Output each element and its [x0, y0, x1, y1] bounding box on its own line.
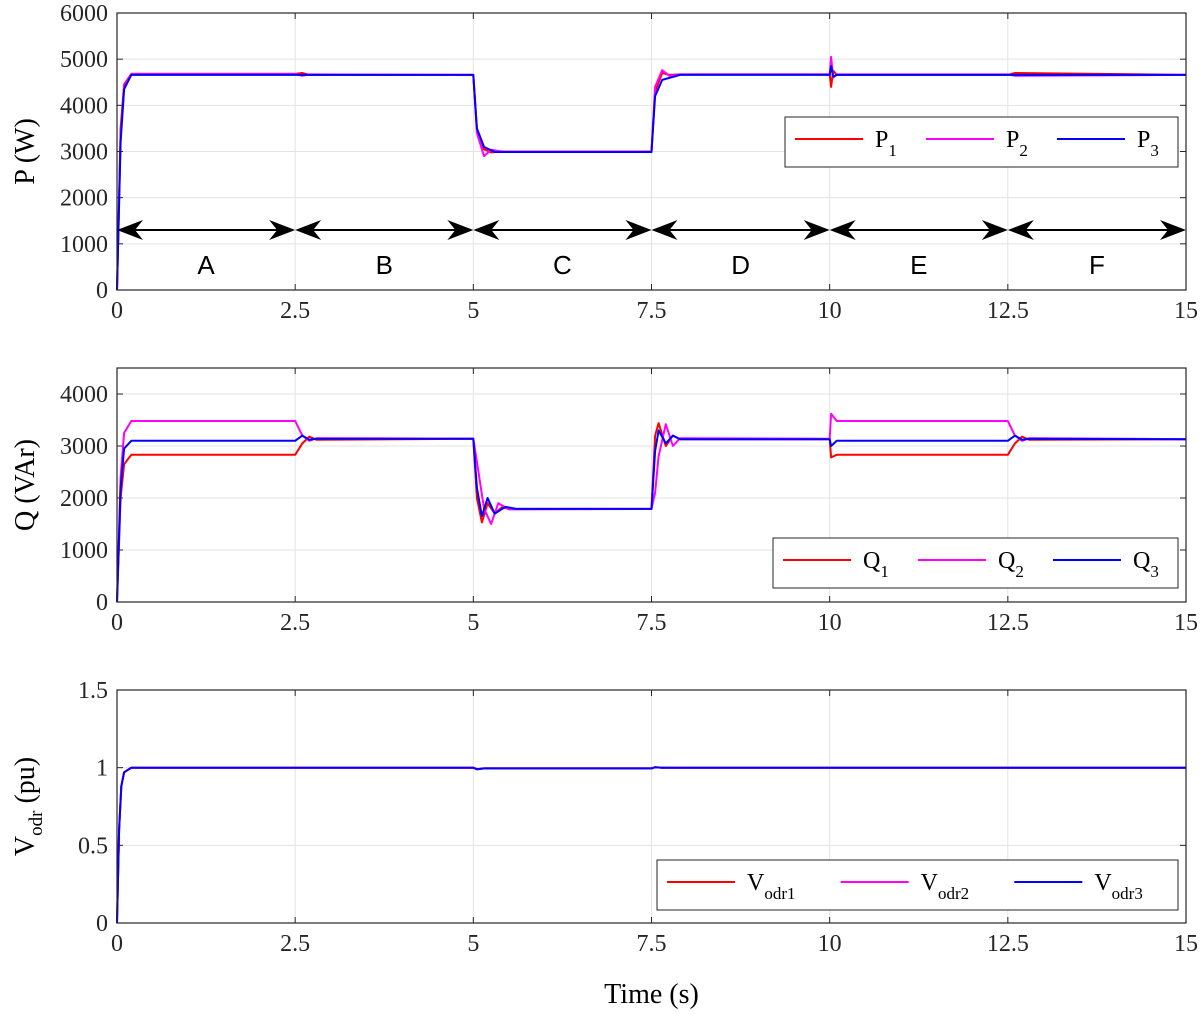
x-tick-label: 7.5 — [637, 610, 667, 636]
series-line-p3 — [116, 65, 1186, 291]
plot-frame — [116, 689, 1187, 924]
panel-3: 0 2.5 5 7.5 10 12.5 15 0 0.5 1 1.5 Vodr (pu) Time (s… — [10, 678, 1198, 1010]
legend-label-vodr1: Vodr1 — [747, 870, 796, 903]
region-arrowhead-left — [651, 219, 678, 240]
x-tick-label: 10 — [818, 610, 842, 636]
y-axis-label: Q (VAr) — [10, 439, 41, 531]
x-tick-label: 5 — [467, 931, 479, 957]
x-tick-label: 7.5 — [637, 298, 667, 324]
x-tick-label: 0 — [111, 931, 123, 957]
region-label: A — [197, 250, 215, 280]
region-label: D — [731, 250, 750, 280]
y-tick-label: 3000 — [60, 434, 108, 460]
plot-frame — [116, 12, 1187, 291]
legend-label-q3: Q3 — [1133, 548, 1159, 581]
y-tick-label: 1000 — [60, 232, 108, 258]
legend: P1 P2 P3 — [784, 116, 1179, 168]
region-arrowhead-left — [1007, 219, 1034, 240]
legend-label-p3: P3 — [1137, 127, 1159, 160]
region-arrowhead-right — [447, 219, 474, 240]
legend-label-p2: P2 — [1006, 127, 1028, 160]
x-tick-label: 12.5 — [987, 931, 1029, 957]
region-arrowhead-right — [1160, 219, 1186, 240]
legend-label-q1: Q1 — [863, 548, 889, 581]
x-tick-label: 10 — [818, 931, 842, 957]
x-tick-label: 2.5 — [280, 931, 310, 957]
y-tick-label: 0 — [96, 278, 108, 304]
y-tick-label: 2000 — [60, 186, 108, 212]
legend: Vodr1 Vodr2 Vodr3 — [656, 859, 1179, 911]
x-tick-label: 0 — [111, 610, 123, 636]
region-arrowhead-left — [117, 219, 143, 240]
plot-frame — [116, 367, 1187, 603]
y-tick-label: 1.5 — [78, 678, 108, 704]
x-tick-label: 2.5 — [280, 298, 310, 324]
panel-2: 0 2.5 5 7.5 10 12.5 15 0 1000 2000 3000 4000 Q (VAr)… — [10, 367, 1198, 636]
region-arrowhead-left — [295, 219, 322, 240]
y-tick-label: 4000 — [60, 93, 108, 119]
x-tick-label: 12.5 — [987, 610, 1029, 636]
y-tick-label: 3000 — [60, 140, 108, 166]
series-line-q3 — [116, 429, 1187, 603]
series-line-vodr3 — [116, 766, 1186, 924]
y-tick-label: 0 — [96, 590, 108, 616]
x-tick-label: 12.5 — [987, 298, 1029, 324]
region-arrowhead-right — [981, 219, 1008, 240]
y-tick-label: 5000 — [60, 47, 108, 73]
region-arrowhead-right — [269, 219, 296, 240]
y-tick-label: 4000 — [60, 382, 108, 408]
y-axis-label: Vodr (pu) — [10, 757, 47, 856]
region-arrowhead-right — [803, 219, 830, 240]
x-tick-label: 10 — [818, 298, 842, 324]
region-label: F — [1089, 250, 1105, 280]
y-tick-label: 2000 — [60, 486, 108, 512]
x-tick-label: 0 — [111, 298, 123, 324]
y-tick-label: 1000 — [60, 538, 108, 564]
panel-1: 0 2.5 5 7.5 10 12.5 15 0 1000 2000 3000 4000 5000 600… — [10, 1, 1198, 324]
region-label: E — [910, 250, 927, 280]
x-tick-label: 15 — [1174, 298, 1198, 324]
x-tick-label: 5 — [467, 298, 479, 324]
x-tick-label: 2.5 — [280, 610, 310, 636]
legend-label-vodr2: Vodr2 — [921, 870, 970, 903]
y-axis-label: P (W) — [10, 118, 41, 185]
y-tick-label: 0 — [96, 911, 108, 937]
region-arrowhead-left — [473, 219, 500, 240]
region-label: B — [376, 250, 393, 280]
x-tick-label: 5 — [467, 610, 479, 636]
legend-box — [784, 116, 1179, 168]
legend: Q1 Q2 Q3 — [772, 537, 1179, 589]
x-axis-label: Time (s) — [604, 979, 699, 1010]
region-arrowhead-right — [625, 219, 652, 240]
region-arrowhead-left — [829, 219, 856, 240]
y-tick-label: 6000 — [60, 1, 108, 27]
region-label: C — [553, 250, 572, 280]
y-tick-label: 1 — [96, 756, 108, 782]
legend-box — [656, 859, 1179, 911]
x-tick-label: 15 — [1174, 610, 1198, 636]
legend-label-p1: P1 — [875, 127, 897, 160]
legend-box — [772, 537, 1179, 589]
y-tick-label: 0.5 — [78, 833, 108, 859]
legend-label-q2: Q2 — [998, 548, 1024, 581]
legend-label-vodr3: Vodr3 — [1094, 870, 1143, 903]
x-tick-label: 7.5 — [637, 931, 667, 957]
x-tick-label: 15 — [1174, 931, 1198, 957]
